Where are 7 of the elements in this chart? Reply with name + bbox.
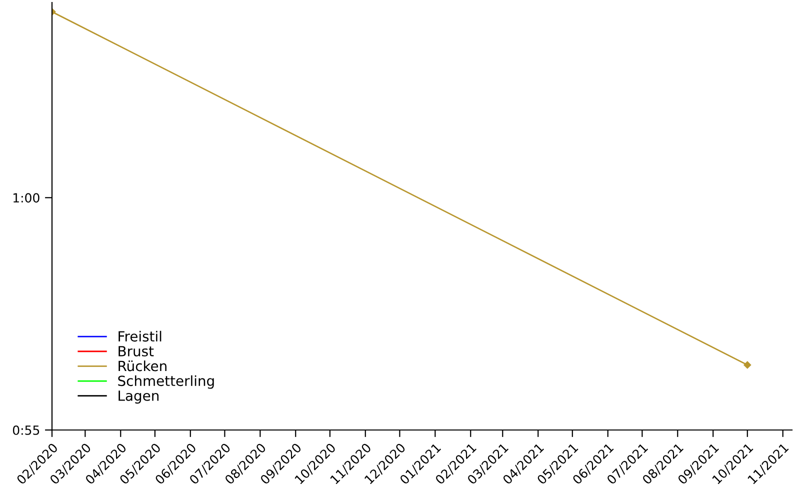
y-tick-label: 1:00: [13, 193, 40, 203]
legend-label: Rücken: [118, 360, 166, 372]
legend-label: Lagen: [118, 390, 159, 404]
legend-label: Brust: [118, 346, 154, 356]
legend-label: Schmetterling: [118, 375, 214, 389]
y-tick-label: 0:55: [12, 425, 40, 435]
legend-label: Freistil: [118, 330, 162, 342]
